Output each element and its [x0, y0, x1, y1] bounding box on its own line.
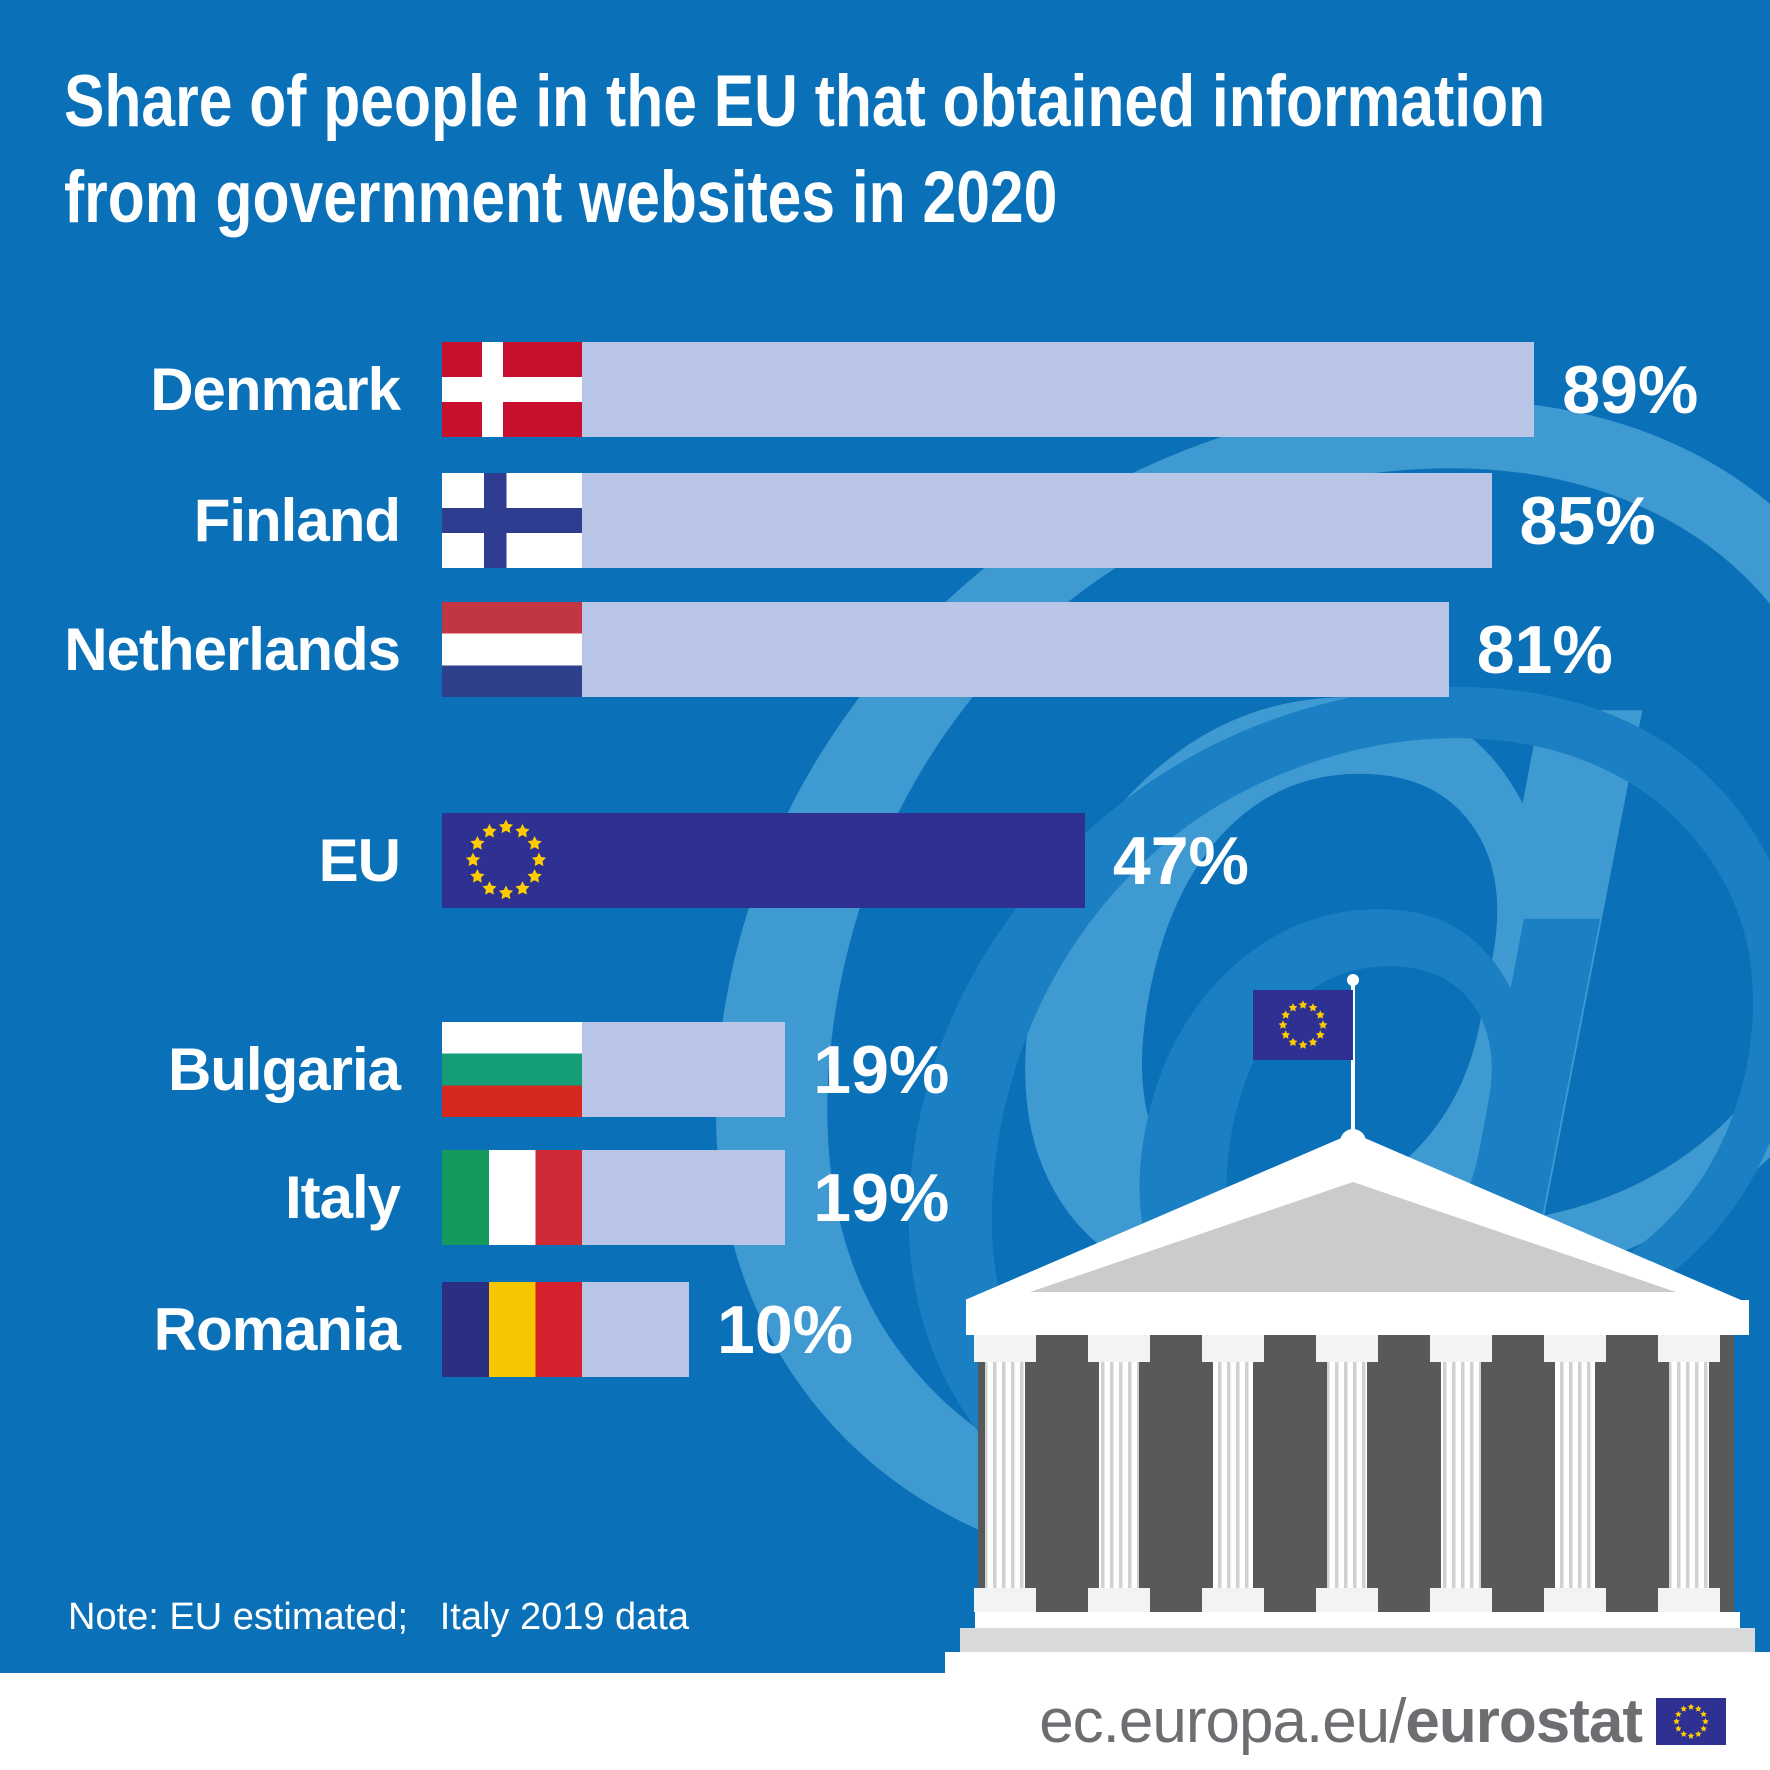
bar-row-italy: Italy 19%	[60, 1150, 949, 1245]
value-label: 81%	[1476, 611, 1613, 688]
bar-row-finland: Finland 85%	[60, 473, 1656, 568]
italy-flag-icon	[442, 1150, 582, 1245]
value-label: 89%	[1562, 351, 1699, 428]
bar-row-bulgaria: Bulgaria 19%	[60, 1022, 949, 1117]
footer-bar: ec.europa.eu/eurostat	[0, 1673, 1770, 1770]
value-bar	[582, 1282, 689, 1377]
building-step	[975, 1612, 1740, 1628]
country-label: Italy	[284, 1164, 401, 1231]
footnote: Note: EU estimated; Italy 2019 data	[68, 1596, 690, 1638]
title-line-1: Share of people in the EU that obtained …	[64, 61, 1546, 142]
title-line-2: from government websites in 2020	[64, 157, 1058, 238]
building-step	[960, 1628, 1755, 1652]
denmark-flag-icon	[442, 342, 582, 437]
value-label: 85%	[1519, 482, 1656, 559]
country-label: Bulgaria	[167, 1036, 401, 1103]
building-step	[945, 1652, 1770, 1675]
url-eurostat: eurostat	[1405, 1687, 1643, 1756]
value-bar	[582, 1150, 786, 1245]
eu-building-illustration	[945, 974, 1770, 1675]
value-label: 19%	[813, 1159, 950, 1236]
finland-flag-icon	[442, 473, 582, 568]
value-bar	[582, 1022, 786, 1117]
entablature	[966, 1300, 1749, 1335]
flagpole	[1351, 980, 1355, 1142]
page-title: Share of people in the EU that obtained …	[64, 54, 1770, 246]
eurostat-url: ec.europa.eu/eurostat	[1039, 1686, 1643, 1757]
bulgaria-flag-icon	[442, 1022, 582, 1117]
bar-row-denmark: Denmark 89%	[60, 342, 1698, 437]
url-prefix: ec.europa.eu/	[1039, 1687, 1406, 1756]
bar-row-netherlands: Netherlands 81%	[60, 602, 1613, 697]
columns	[974, 1335, 1720, 1612]
eu-value-bar	[442, 813, 1085, 908]
bar-row-eu: EU 47%	[60, 813, 1249, 908]
country-label: Finland	[193, 487, 401, 554]
value-bar	[582, 602, 1449, 697]
value-label: 19%	[813, 1031, 950, 1108]
eu-flag-stars-icon	[465, 819, 547, 900]
value-label: 10%	[717, 1291, 854, 1368]
value-bar	[582, 342, 1535, 437]
country-label: Romania	[153, 1296, 401, 1363]
country-label: Denmark	[150, 356, 401, 423]
value-label: 47%	[1112, 822, 1249, 899]
eu-flag-logo-icon	[1656, 1698, 1726, 1745]
country-label: EU	[318, 827, 401, 894]
bar-row-romania: Romania 10%	[60, 1282, 853, 1377]
country-label: Netherlands	[64, 616, 401, 683]
value-bar	[582, 473, 1492, 568]
netherlands-flag-icon	[442, 602, 582, 697]
romania-flag-icon	[442, 1282, 582, 1377]
